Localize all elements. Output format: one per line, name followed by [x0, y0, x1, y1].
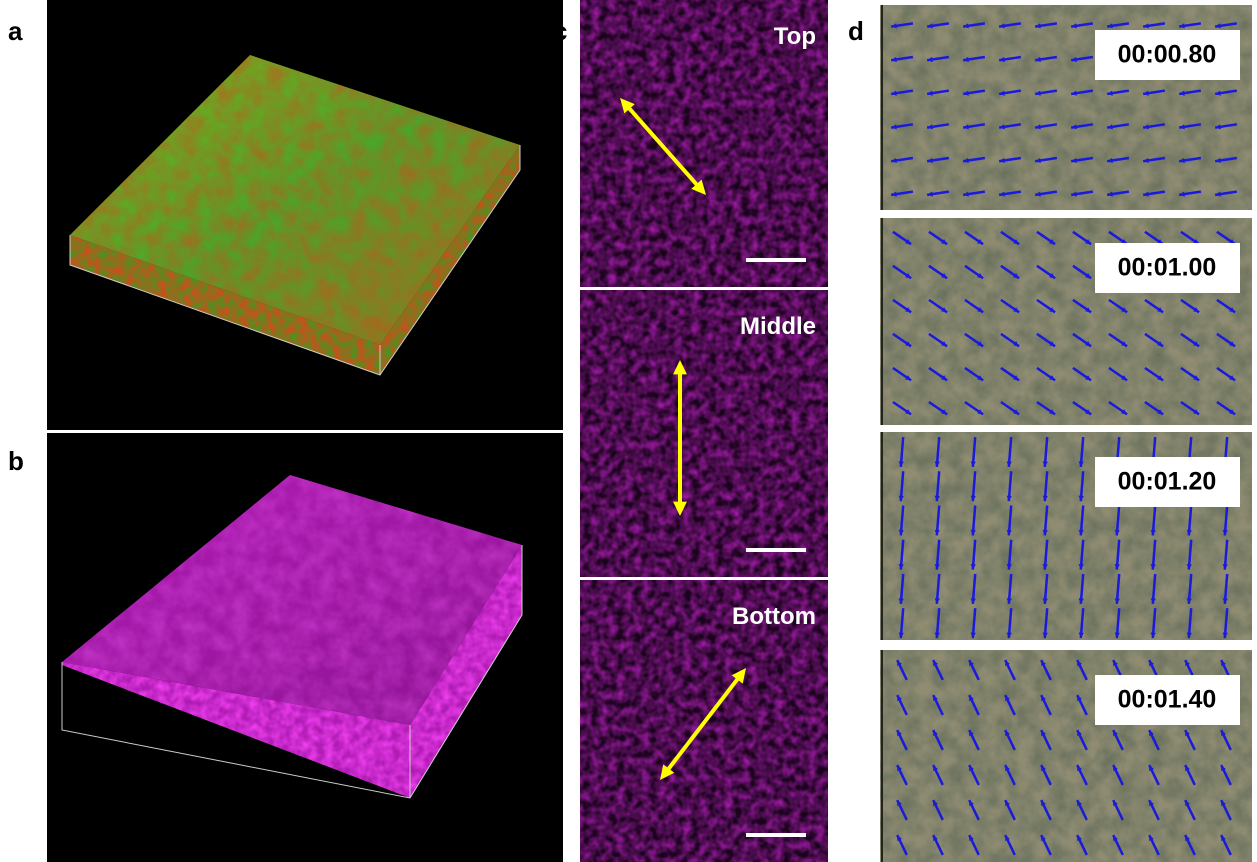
image-label: Bottom	[732, 603, 816, 630]
figure: a b c Top Middle Bottom d 00:00.80 00:01.00…	[0, 0, 1257, 862]
image-label: Middle	[740, 313, 816, 340]
image-label: Top	[774, 23, 816, 50]
timestamp: 00:00.80	[1118, 41, 1217, 69]
page: {"panels": { "a": {"label": "a"}, "b": {…	[0, 0, 1257, 862]
timestamp: 00:01.40	[1118, 686, 1217, 714]
panel-label: c	[553, 16, 567, 46]
panel-label: b	[8, 446, 24, 476]
panel-label: d	[848, 16, 864, 46]
timestamp: 00:01.20	[1118, 468, 1217, 496]
panel-c: Top Middle Bottom	[580, 0, 828, 862]
timestamp: 00:01.00	[1118, 254, 1217, 282]
panel-d: 00:00.80 00:01.00 00:01.20 00:01.40	[880, 5, 1252, 862]
panel-label: a	[8, 16, 23, 46]
